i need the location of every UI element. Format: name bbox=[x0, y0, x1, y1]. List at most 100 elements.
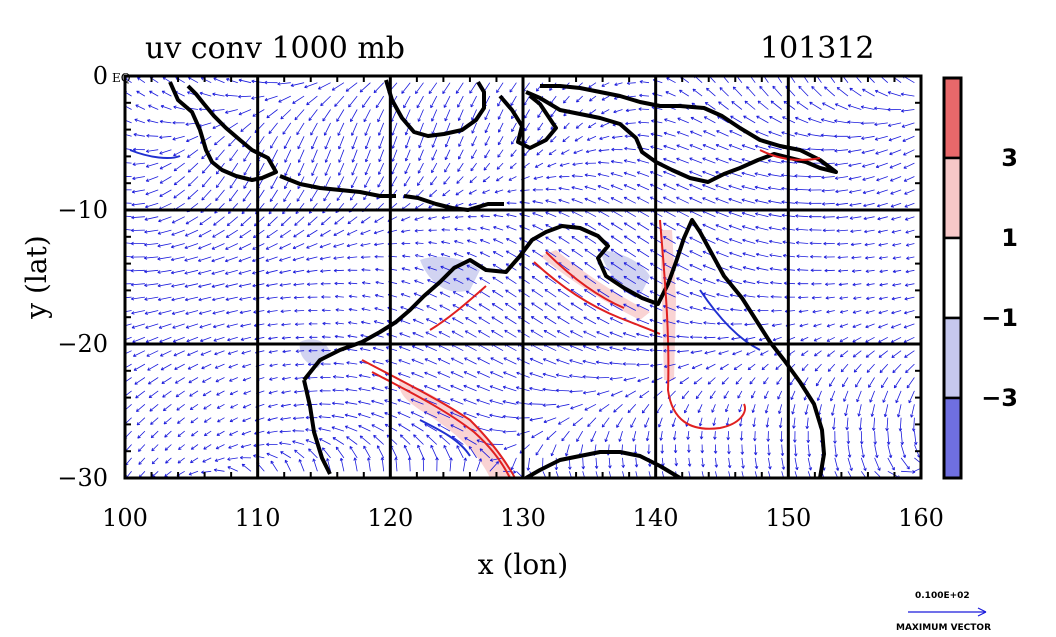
wind-vector bbox=[778, 404, 783, 414]
wind-vector bbox=[557, 302, 570, 311]
wind-vector bbox=[876, 189, 888, 195]
wind-vector bbox=[295, 362, 305, 367]
wind-vector bbox=[201, 162, 212, 174]
wind-vector bbox=[769, 267, 782, 271]
wind-vector bbox=[417, 162, 424, 174]
wind-vector bbox=[703, 130, 716, 137]
wind-vector bbox=[467, 227, 477, 231]
wind-vector bbox=[144, 310, 159, 315]
wind-vector bbox=[145, 176, 159, 182]
wind-vector bbox=[265, 256, 278, 262]
wind-vector bbox=[269, 363, 278, 368]
wind-vector bbox=[636, 362, 650, 367]
wind-vector bbox=[719, 363, 729, 370]
wind-vector bbox=[829, 377, 836, 387]
wind-vector bbox=[849, 87, 862, 97]
wind-vector bbox=[125, 323, 132, 327]
wind-vector bbox=[452, 317, 464, 325]
wind-vector bbox=[707, 377, 716, 385]
wind-vector bbox=[491, 303, 504, 311]
wind-vector bbox=[370, 412, 384, 419]
wind-vector bbox=[375, 267, 384, 272]
wind-vector bbox=[809, 228, 822, 232]
wind-vector bbox=[581, 457, 586, 470]
wind-vector bbox=[293, 390, 305, 394]
shading-patch bbox=[540, 250, 650, 320]
colorbar-label: −3 bbox=[981, 384, 1018, 412]
wind-vector bbox=[834, 162, 849, 167]
wind-vector bbox=[238, 283, 252, 288]
wind-vector bbox=[883, 404, 889, 418]
wind-vector bbox=[437, 423, 451, 432]
wind-vector bbox=[596, 317, 610, 325]
wind-vector bbox=[876, 202, 888, 208]
wind-vector bbox=[596, 345, 610, 352]
wind-vector bbox=[770, 294, 782, 299]
wind-vector bbox=[214, 350, 225, 356]
wind-vector bbox=[835, 189, 849, 194]
wind-vector bbox=[699, 431, 704, 440]
wind-vector bbox=[203, 417, 212, 423]
wind-vector bbox=[266, 229, 278, 238]
wind-vector bbox=[348, 321, 358, 325]
wind-vector bbox=[548, 149, 557, 156]
y-tick-labels: 0 −10 −20 −30 bbox=[57, 62, 108, 492]
wind-vector bbox=[297, 136, 305, 150]
wind-vector bbox=[177, 457, 185, 464]
wind-vector bbox=[496, 82, 504, 94]
coast-borneo bbox=[384, 79, 486, 138]
wind-vector bbox=[224, 256, 238, 263]
wind-vector bbox=[701, 471, 706, 478]
wind-vector bbox=[505, 238, 517, 244]
wind-vector bbox=[310, 189, 318, 202]
wind-vector bbox=[823, 241, 835, 246]
vector-legend-caption: MAXIMUM VECTOR bbox=[896, 623, 991, 633]
wind-vector bbox=[158, 310, 172, 315]
wind-vector bbox=[170, 243, 185, 249]
wind-vector bbox=[216, 430, 225, 436]
wind-vector bbox=[319, 389, 331, 393]
wind-vector bbox=[416, 95, 424, 109]
wind-vector bbox=[243, 162, 252, 176]
wind-vector bbox=[280, 451, 292, 459]
wind-vector bbox=[609, 376, 623, 381]
wind-vector bbox=[895, 390, 902, 404]
wind-vector bbox=[280, 216, 292, 227]
wind-vector bbox=[601, 95, 610, 101]
coast-sumatra bbox=[168, 81, 278, 182]
wind-vector bbox=[391, 136, 398, 149]
wind-vector bbox=[853, 363, 862, 373]
wind-vector bbox=[824, 268, 835, 273]
wind-vector bbox=[397, 411, 411, 419]
wind-vector bbox=[238, 243, 252, 250]
wind-vector bbox=[509, 82, 517, 93]
wind-vector bbox=[875, 162, 888, 169]
wind-vector bbox=[613, 109, 623, 114]
wind-vector bbox=[600, 122, 610, 128]
wind-vector bbox=[611, 147, 623, 152]
wind-vector bbox=[138, 457, 146, 465]
colorbar-segments bbox=[942, 76, 963, 480]
wind-vector bbox=[754, 457, 759, 470]
coastline bbox=[168, 79, 838, 478]
wind-vector bbox=[595, 375, 610, 380]
wind-vector bbox=[906, 256, 915, 260]
wind-vector bbox=[296, 189, 305, 202]
wind-vector bbox=[428, 240, 437, 245]
wind-vector bbox=[203, 403, 212, 410]
wind-vector bbox=[891, 296, 902, 301]
wind-vector bbox=[295, 349, 305, 353]
wind-vector bbox=[582, 390, 597, 395]
wind-vector bbox=[363, 445, 371, 459]
wind-vector bbox=[269, 377, 278, 381]
wind-vector bbox=[742, 252, 756, 258]
wind-vector bbox=[130, 268, 145, 273]
wind-vector bbox=[852, 310, 862, 314]
wind-vector bbox=[637, 377, 650, 383]
wind-vector bbox=[147, 363, 159, 371]
wind-vector bbox=[198, 296, 212, 302]
wind-vector bbox=[320, 216, 331, 226]
wind-vector bbox=[213, 216, 225, 226]
wind-vector bbox=[835, 202, 849, 207]
wind-vector bbox=[304, 82, 318, 89]
